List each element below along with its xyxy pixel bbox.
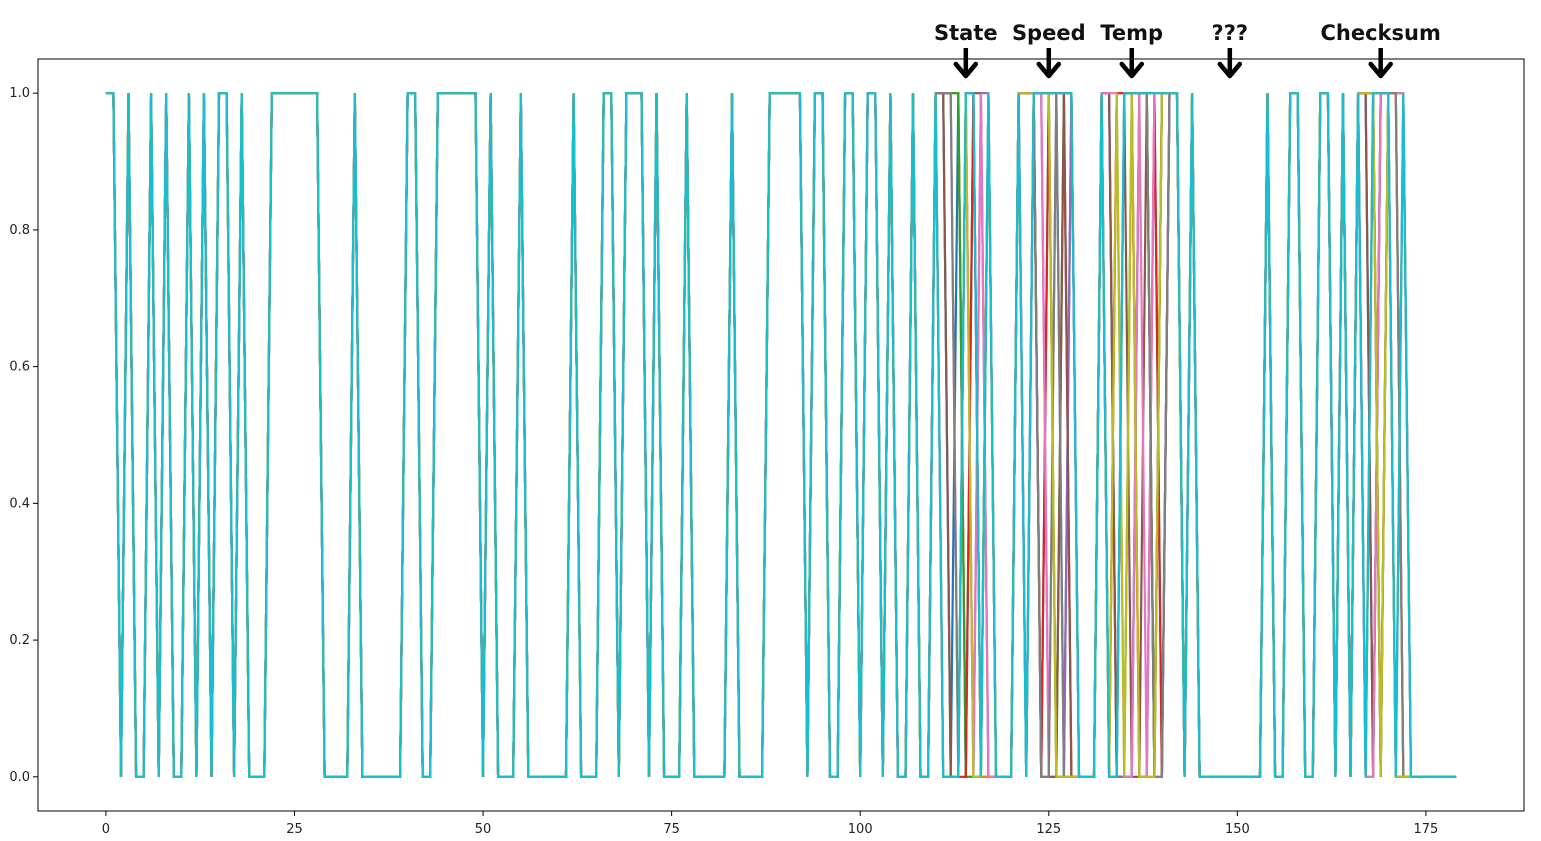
annotation-label: Speed	[1012, 21, 1086, 45]
x-tick-label: 50	[475, 822, 492, 837]
series-line	[105, 92, 1457, 778]
y-tick-label: 0.2	[9, 633, 30, 648]
x-tick-label: 25	[286, 822, 303, 837]
y-tick-label: 1.0	[9, 86, 30, 101]
y-tick-label: 0.8	[9, 223, 30, 238]
series-line	[105, 92, 1457, 778]
annotation-label: Checksum	[1321, 21, 1441, 45]
series-line	[105, 92, 1457, 778]
y-tick-label: 0.0	[9, 770, 30, 785]
y-axis: 0.0 0.2 0.4 0.6 0.8 1.0	[9, 86, 38, 785]
annotation-label: State	[934, 21, 998, 45]
x-tick-label: 75	[663, 822, 680, 837]
annotations: State Speed Temp??? Checksum	[934, 21, 1441, 79]
series-line	[105, 92, 1457, 778]
x-tick-label: 125	[1036, 822, 1061, 837]
x-axis: 0 25 50 75 100 125 150 175	[102, 811, 1439, 837]
y-tick-label: 0.4	[9, 496, 30, 511]
x-tick-label: 150	[1225, 822, 1250, 837]
series-layer	[105, 92, 1457, 778]
arrow-head-icon	[1119, 61, 1145, 79]
series-line	[105, 92, 1457, 778]
x-tick-label: 100	[848, 822, 873, 837]
annotation-label: ???	[1212, 21, 1249, 45]
x-tick-label: 0	[102, 822, 110, 837]
y-tick-label: 0.6	[9, 360, 30, 375]
plot-area	[37, 58, 1525, 812]
x-tick-label: 175	[1414, 822, 1439, 837]
series-line	[105, 92, 1457, 778]
arrow-head-icon	[1217, 61, 1243, 79]
annotation-label: Temp	[1100, 21, 1163, 45]
arrow-head-icon	[1368, 61, 1393, 79]
series-line	[105, 92, 1457, 778]
series-line	[105, 92, 1457, 778]
series-line	[105, 92, 1457, 778]
arrow-head-icon	[953, 61, 979, 79]
series-line	[105, 92, 1457, 778]
arrow-head-icon	[1036, 61, 1062, 79]
